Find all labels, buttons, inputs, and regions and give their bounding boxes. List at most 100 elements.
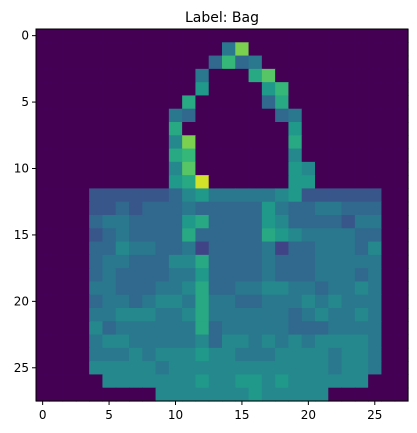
heatmap-cell xyxy=(168,294,183,309)
heatmap-cell xyxy=(49,42,64,57)
heatmap-cell xyxy=(315,334,329,349)
heatmap-cell xyxy=(248,161,263,176)
heatmap-cell xyxy=(288,347,303,362)
heatmap-cell xyxy=(248,108,263,123)
heatmap-cell xyxy=(36,55,50,70)
heatmap-cell xyxy=(288,95,303,110)
heatmap-cell xyxy=(195,201,210,216)
heatmap-cell xyxy=(328,281,343,296)
heatmap-cell xyxy=(341,254,356,269)
heatmap-cell xyxy=(275,281,290,296)
heatmap-cell xyxy=(394,308,409,322)
heatmap-cell xyxy=(248,135,263,150)
heatmap-cell xyxy=(301,82,316,97)
heatmap-cell xyxy=(328,321,343,336)
heatmap-cell xyxy=(368,387,383,402)
heatmap-cell xyxy=(89,281,104,296)
heatmap-cell xyxy=(142,42,157,57)
heatmap-cell xyxy=(315,95,329,110)
heatmap-cell xyxy=(275,82,290,97)
heatmap-cell xyxy=(381,68,396,83)
heatmap-cell xyxy=(155,361,170,376)
heatmap-cell xyxy=(368,374,383,389)
heatmap-cell xyxy=(341,55,356,70)
heatmap-cell xyxy=(288,254,303,269)
heatmap-cell xyxy=(36,108,50,123)
heatmap-cell xyxy=(49,281,64,296)
heatmap-cell xyxy=(354,135,369,150)
heatmap-cell xyxy=(208,108,223,123)
heatmap-cell xyxy=(288,228,303,243)
heatmap-cell xyxy=(222,241,236,256)
heatmap-cell xyxy=(129,374,143,389)
heatmap-cell xyxy=(168,374,183,389)
heatmap-cell xyxy=(341,281,356,296)
heatmap-cell xyxy=(341,108,356,123)
heatmap-cell xyxy=(75,95,90,110)
heatmap-cell xyxy=(142,254,157,269)
heatmap-cell xyxy=(168,135,183,150)
heatmap-cell xyxy=(301,161,316,176)
heatmap-cell xyxy=(195,55,210,70)
heatmap-cell xyxy=(368,55,383,70)
heatmap-cell xyxy=(235,68,250,83)
heatmap-cell xyxy=(328,361,343,376)
heatmap-cell xyxy=(275,175,290,190)
heatmap-cell xyxy=(62,148,77,163)
heatmap-cell xyxy=(248,148,263,163)
heatmap-cell xyxy=(381,308,396,322)
y-tick-label: 25 xyxy=(14,361,29,375)
heatmap-cell xyxy=(275,55,290,70)
heatmap-cell xyxy=(142,161,157,176)
heatmap-cell xyxy=(75,268,90,283)
heatmap-cell xyxy=(235,361,250,376)
heatmap-cell xyxy=(129,29,143,43)
heatmap-cell xyxy=(341,347,356,362)
heatmap-cell xyxy=(115,361,130,376)
heatmap-cell xyxy=(288,321,303,336)
heatmap-cell xyxy=(328,268,343,283)
heatmap-cell xyxy=(49,95,64,110)
heatmap-cell xyxy=(394,201,409,216)
heatmap-cell xyxy=(394,122,409,136)
heatmap-cell xyxy=(341,135,356,150)
heatmap-cell xyxy=(261,321,276,336)
heatmap-cell xyxy=(222,82,236,97)
heatmap-cell xyxy=(195,122,210,136)
heatmap-cell xyxy=(368,361,383,376)
heatmap-cell xyxy=(142,334,157,349)
x-tick-label: 20 xyxy=(301,408,316,422)
heatmap-cell xyxy=(328,108,343,123)
heatmap-cell xyxy=(368,95,383,110)
heatmap-cell xyxy=(235,228,250,243)
heatmap-cell xyxy=(301,148,316,163)
heatmap-cell xyxy=(195,161,210,176)
heatmap-cell xyxy=(261,215,276,229)
heatmap-cell xyxy=(62,82,77,97)
heatmap-cell xyxy=(102,215,117,229)
heatmap-cell xyxy=(36,321,50,336)
heatmap-cell xyxy=(394,29,409,43)
heatmap-cell xyxy=(222,334,236,349)
heatmap-cell xyxy=(394,241,409,256)
heatmap-cell xyxy=(62,201,77,216)
heatmap-cell xyxy=(168,308,183,322)
heatmap-cell xyxy=(182,29,197,43)
heatmap-cell xyxy=(288,175,303,190)
heatmap-cell xyxy=(168,228,183,243)
heatmap-cell xyxy=(315,175,329,190)
heatmap-cell xyxy=(208,215,223,229)
heatmap-cell xyxy=(208,254,223,269)
heatmap-cell xyxy=(328,68,343,83)
heatmap-cell xyxy=(182,175,197,190)
heatmap-cell xyxy=(62,188,77,203)
heatmap-cell xyxy=(36,148,50,163)
heatmap-cell xyxy=(142,29,157,43)
heatmap-cell xyxy=(381,42,396,57)
heatmap-cell xyxy=(155,228,170,243)
heatmap-cell xyxy=(49,148,64,163)
heatmap-cell xyxy=(89,148,104,163)
heatmap-cell xyxy=(168,387,183,402)
heatmap-cell xyxy=(208,321,223,336)
heatmap-cell xyxy=(261,228,276,243)
